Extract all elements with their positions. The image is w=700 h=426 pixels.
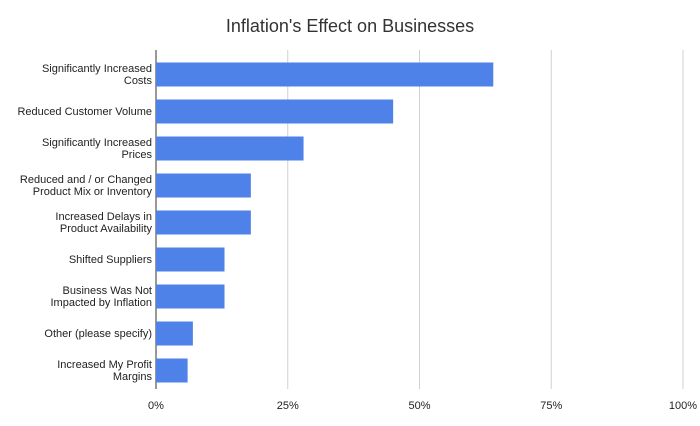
y-tick-label: Significantly Increased Prices — [41, 136, 152, 161]
y-tick-label: Significantly Increased Costs — [41, 62, 152, 87]
bar — [156, 136, 304, 161]
y-tick-label: Shifted Suppliers — [68, 253, 152, 266]
x-tick-label: 0% — [148, 400, 164, 412]
y-tick-label: Other (please specify) — [44, 327, 152, 340]
bar — [156, 284, 225, 309]
chart-title: Inflation's Effect on Businesses — [226, 16, 474, 36]
bar — [156, 247, 225, 272]
y-tick-label: Reduced and / or Changed Product Mix or … — [19, 173, 152, 198]
bar — [156, 173, 251, 198]
y-tick-label: Increased My Profit Margins — [57, 358, 152, 383]
bar — [156, 210, 251, 235]
y-tick-label: Business Was Not Impacted by Inflation — [50, 284, 152, 309]
y-tick-label: Reduced Customer Volume — [17, 105, 152, 118]
x-tick-label: 100% — [669, 400, 697, 412]
bar — [156, 358, 188, 383]
bar — [156, 99, 394, 124]
x-tick-label: 50% — [408, 400, 430, 412]
x-tick-label: 25% — [277, 400, 299, 412]
y-tick-label: Increased Delays in Product Availability — [55, 210, 152, 235]
x-tick-label: 75% — [540, 400, 562, 412]
bar — [156, 62, 494, 87]
bar — [156, 321, 193, 346]
